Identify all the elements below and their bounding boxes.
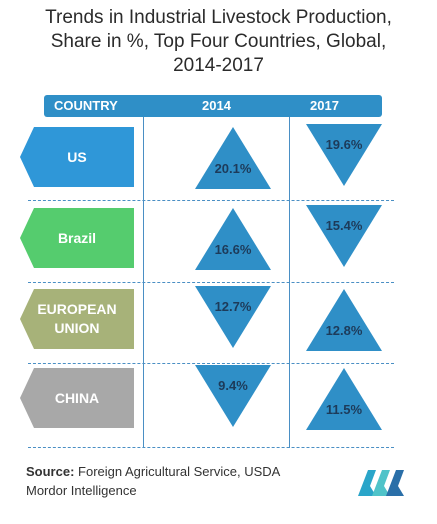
header-country: COUNTRY <box>54 98 118 113</box>
row-divider-4 <box>28 447 394 448</box>
row-divider-3 <box>28 363 394 364</box>
country-name: US <box>67 148 87 165</box>
value-china-2017: 11.5% <box>325 402 363 417</box>
triangle-china-2014 <box>195 365 271 427</box>
title-line-3: 2014-2017 <box>173 55 264 76</box>
value-eu-2014: 12.7% <box>214 299 252 314</box>
mordor-logo-icon <box>358 470 404 496</box>
country-name: Brazil <box>57 229 97 246</box>
country-name-line-2: UNION <box>54 320 100 336</box>
source-text: Foreign Agricultural Service, USDA <box>78 464 281 479</box>
source-note: Source: Foreign Agricultural Service, US… <box>26 462 280 500</box>
row-divider-2 <box>28 282 394 283</box>
country-label-us: US <box>20 127 134 187</box>
value-us-2014: 20.1% <box>214 161 252 176</box>
chart-title: Trends in Industrial Livestock Productio… <box>0 6 437 78</box>
triangle-china-2017 <box>306 368 382 430</box>
value-brazil-2017: 15.4% <box>325 218 363 233</box>
triangle-eu-2017 <box>306 289 382 351</box>
triangle-eu-2014 <box>195 286 271 348</box>
country-label-brazil: Brazil <box>20 208 134 268</box>
triangle-brazil-2017 <box>306 205 382 267</box>
source-label: Source: <box>26 464 75 479</box>
country-name: CHINA <box>54 389 100 406</box>
row-divider-1 <box>28 200 394 201</box>
header-2014: 2014 <box>202 98 231 113</box>
value-brazil-2014: 16.6% <box>214 242 252 257</box>
triangle-brazil-2014 <box>195 208 271 270</box>
country-label-european-union: EUROPEAN UNION <box>20 289 134 349</box>
country-name-line-1: EUROPEAN <box>37 301 117 317</box>
table-header: COUNTRY 2014 2017 <box>44 95 382 117</box>
header-2017: 2017 <box>310 98 339 113</box>
publisher-name: Mordor Intelligence <box>26 483 137 498</box>
value-us-2017: 19.6% <box>325 137 363 152</box>
country-name: EUROPEAN UNION <box>37 300 116 338</box>
value-eu-2017: 12.8% <box>325 323 363 338</box>
title-line-1: Trends in Industrial Livestock Productio… <box>45 7 392 28</box>
country-label-china: CHINA <box>20 368 134 428</box>
value-china-2014: 9.4% <box>218 378 248 393</box>
title-line-2: Share in %, Top Four Countries, Global, <box>50 31 387 52</box>
triangle-us-2017 <box>306 124 382 186</box>
triangle-us-2014 <box>195 127 271 189</box>
